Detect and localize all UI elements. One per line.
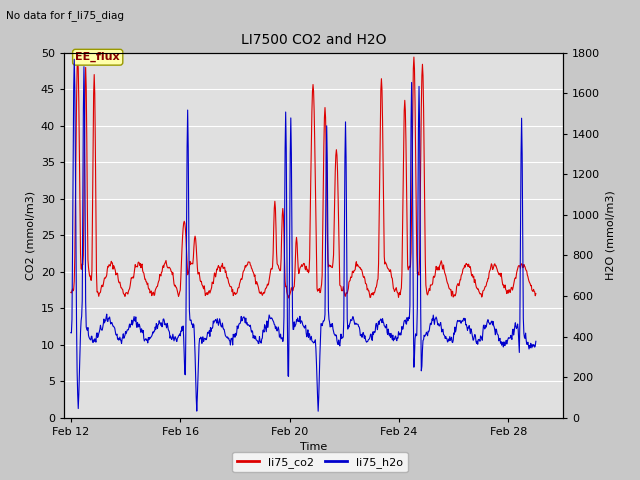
Text: EE_flux: EE_flux xyxy=(76,52,120,62)
Title: LI7500 CO2 and H2O: LI7500 CO2 and H2O xyxy=(241,34,387,48)
Y-axis label: CO2 (mmol/m3): CO2 (mmol/m3) xyxy=(26,191,35,280)
Legend: li75_co2, li75_h2o: li75_co2, li75_h2o xyxy=(232,452,408,472)
Y-axis label: H2O (mmol/m3): H2O (mmol/m3) xyxy=(606,191,616,280)
Text: No data for f_li75_diag: No data for f_li75_diag xyxy=(6,10,124,21)
X-axis label: Time: Time xyxy=(300,442,327,452)
